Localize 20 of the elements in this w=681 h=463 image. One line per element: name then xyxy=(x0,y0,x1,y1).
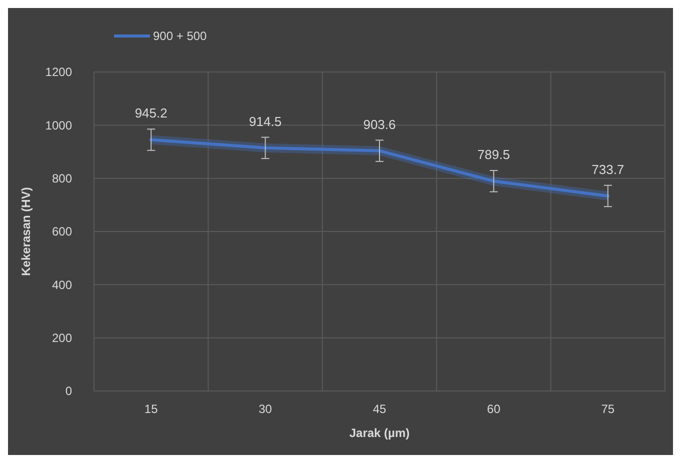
x-tick-label: 15 xyxy=(144,402,158,416)
y-tick-label: 800 xyxy=(52,172,72,186)
y-tick-label: 1200 xyxy=(45,65,72,80)
x-tick-label: 60 xyxy=(487,402,501,416)
x-tick-label: 75 xyxy=(601,402,615,416)
x-axis-title: Jarak (µm) xyxy=(349,426,410,440)
x-tick-label: 45 xyxy=(372,402,386,416)
y-tick-label: 0 xyxy=(65,384,72,398)
data-label: 903.6 xyxy=(363,116,396,132)
data-label: 914.5 xyxy=(249,114,282,129)
y-tick-label: 400 xyxy=(52,278,72,292)
legend-label: 900 + 500 xyxy=(153,29,208,44)
y-tick-label: 1000 xyxy=(45,118,72,132)
data-label: 945.2 xyxy=(134,106,168,121)
y-tick-label: 600 xyxy=(52,224,72,239)
y-tick-label: 200 xyxy=(52,331,72,346)
y-axis-title: Kekerasan (HV) xyxy=(19,187,33,276)
data-label: 789.5 xyxy=(477,147,510,162)
x-tick-label: 30 xyxy=(258,402,272,416)
data-label: 733.7 xyxy=(592,162,624,177)
